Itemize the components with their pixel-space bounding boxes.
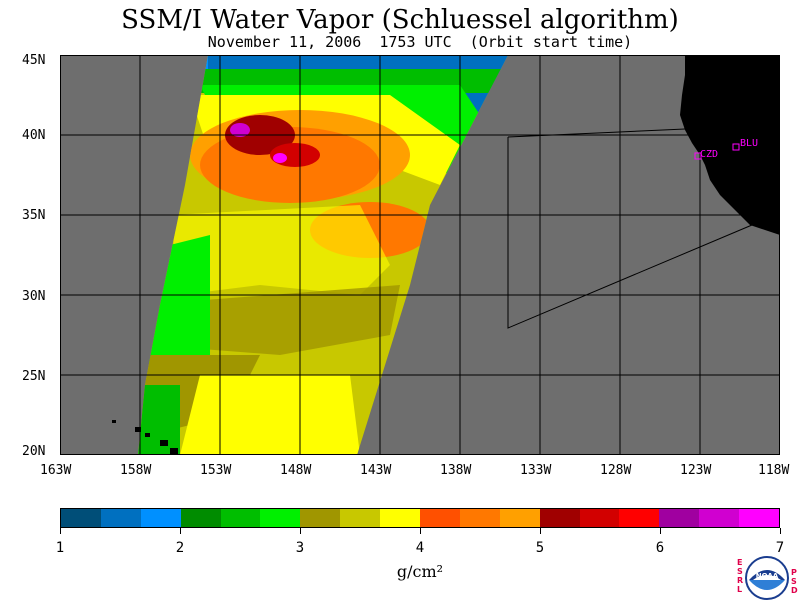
station-czd: CZD [694,149,718,160]
lat-label-45n: 45N [22,53,46,68]
colorbar-tick [539,528,541,534]
colorbar-segment [459,509,500,527]
chart-title: SSM/I Water Vapor (Schluessel algorithm) [121,5,679,35]
colorbar-segment [619,509,660,527]
graticule [60,55,780,455]
lon-label-138w: 138W [440,463,472,478]
colorbar-segment [220,509,261,527]
lat-label-25n: 25N [22,369,46,384]
station-czd-label: CZD [700,149,718,160]
noaa-logo: NOAA [745,556,789,600]
colorbar [60,508,780,528]
colorbar-segment [499,509,540,527]
lon-label-128w: 128W [600,463,632,478]
reference-lines [507,128,753,329]
colorbar-tick [179,528,181,534]
map-frame [60,55,780,455]
colorbar-tick [779,528,781,534]
colorbar-segment [340,509,381,527]
colorbar-segment [260,509,301,527]
colorbar-segment [699,509,740,527]
colorbar-tick-label: 4 [415,540,425,556]
colorbar-tick-label: 6 [655,540,665,556]
colorbar-segment [180,509,221,527]
lat-label-30n: 30N [22,289,46,304]
colorbar-tick [299,528,301,534]
colorbar-tick-label: 5 [535,540,545,556]
colorbar-segment [739,509,780,527]
lon-label-153w: 153W [200,463,232,478]
colorbar-segment [659,509,700,527]
colorbar-tick-label: 1 [55,540,65,556]
colorbar-tick-label: 7 [775,540,785,556]
lat-label-35n: 35N [22,208,46,223]
colorbar-tick [419,528,421,534]
lon-label-118w: 118W [758,463,790,478]
hawaiian-islands [112,420,178,454]
colorbar-segment [140,509,181,527]
map-svg: CZD BLU [60,55,780,455]
colorbar-segment [100,509,141,527]
lon-label-158w: 158W [120,463,152,478]
lat-label-40n: 40N [22,128,46,143]
chart-subtitle: November 11, 2006 1753 UTC (Orbit start … [207,33,633,51]
colorbar-tick-label: 3 [295,540,305,556]
colorbar-tick [659,528,661,534]
colorbar-segment [380,509,421,527]
lon-label-123w: 123W [680,463,712,478]
north-america-land [680,55,780,235]
noaa-logo-text: NOAA [756,572,779,580]
station-blu-label: BLU [740,138,758,149]
colorbar-segment [539,509,580,527]
water-vapor-map: CZD BLU [60,55,780,455]
colorbar-tick-label: 2 [175,540,185,556]
station-blu: BLU [732,138,758,151]
colorbar-segment [300,509,341,527]
lon-label-143w: 143W [360,463,392,478]
colorbar-segment [579,509,620,527]
lat-label-20n: 20N [22,444,46,459]
lon-label-133w: 133W [520,463,552,478]
colorbar-segment [61,509,101,527]
lon-label-148w: 148W [280,463,312,478]
colorbar-tick [59,528,61,534]
colorbar-units: g/cm² [396,562,444,581]
lon-label-163w: 163W [40,463,72,478]
colorbar-segment [420,509,460,527]
